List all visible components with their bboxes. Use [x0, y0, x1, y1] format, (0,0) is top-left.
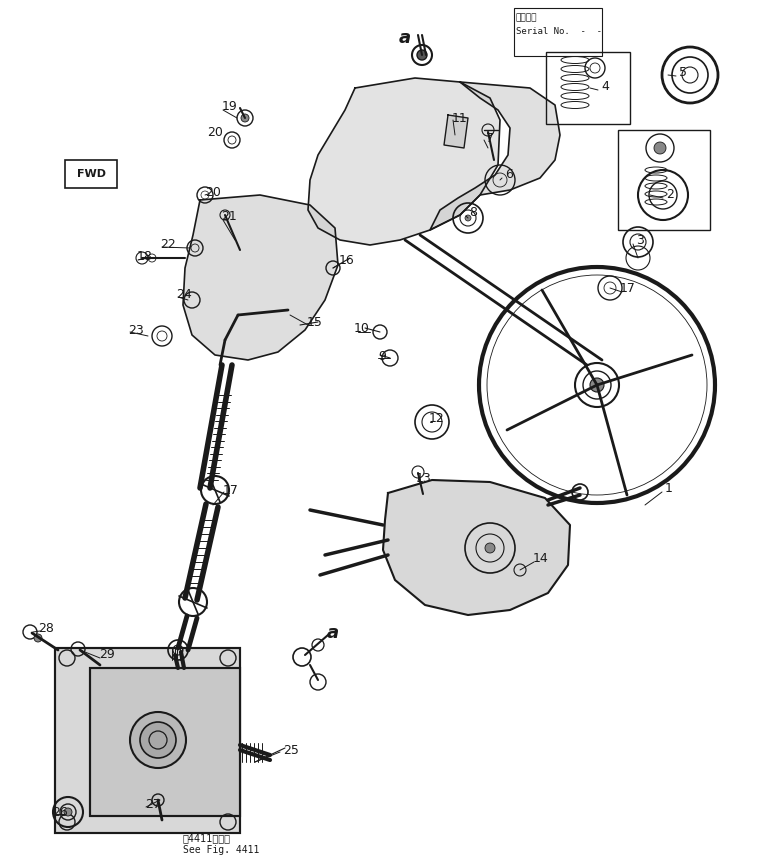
- Text: a: a: [327, 624, 339, 642]
- Text: 9: 9: [378, 350, 386, 362]
- Polygon shape: [383, 480, 570, 615]
- Text: 17: 17: [223, 484, 239, 497]
- Text: 11: 11: [452, 112, 468, 125]
- Text: 13: 13: [416, 472, 432, 484]
- Text: 20: 20: [207, 125, 223, 138]
- Circle shape: [34, 634, 42, 642]
- Bar: [90, 668, 240, 816]
- Text: 29: 29: [99, 649, 115, 661]
- Text: 20: 20: [205, 186, 221, 198]
- Text: See Fig. 4411: See Fig. 4411: [183, 845, 259, 855]
- Text: 8: 8: [469, 206, 477, 220]
- Text: 适用号段: 适用号段: [516, 14, 538, 22]
- Text: 17: 17: [620, 283, 636, 295]
- Circle shape: [64, 808, 72, 816]
- Polygon shape: [444, 115, 468, 148]
- Polygon shape: [183, 195, 338, 360]
- Text: 28: 28: [38, 622, 54, 635]
- Text: 21: 21: [221, 210, 237, 223]
- Text: 27: 27: [145, 799, 161, 812]
- Text: 12: 12: [429, 412, 445, 425]
- Text: 26: 26: [52, 807, 67, 819]
- Bar: [618, 130, 710, 230]
- Polygon shape: [308, 78, 500, 245]
- Text: 22: 22: [160, 239, 176, 252]
- Text: Serial No.  -  -: Serial No. - -: [516, 27, 602, 35]
- Circle shape: [417, 50, 427, 60]
- Circle shape: [241, 114, 249, 122]
- Bar: [65, 160, 117, 188]
- Bar: [546, 52, 630, 124]
- Text: 16: 16: [339, 254, 355, 267]
- Text: 3: 3: [636, 235, 644, 247]
- Circle shape: [465, 215, 471, 221]
- Text: 24: 24: [176, 289, 192, 302]
- Text: 2: 2: [666, 188, 674, 202]
- Polygon shape: [430, 82, 560, 230]
- Text: 23: 23: [128, 324, 144, 337]
- Bar: [90, 668, 240, 816]
- Circle shape: [654, 142, 666, 154]
- Bar: [55, 648, 240, 833]
- Circle shape: [485, 543, 495, 553]
- Text: 5: 5: [679, 65, 687, 78]
- Text: FWD: FWD: [77, 169, 106, 179]
- Text: a: a: [399, 29, 411, 47]
- Circle shape: [140, 722, 176, 758]
- Bar: [514, 8, 602, 56]
- Text: 15: 15: [307, 315, 323, 328]
- Text: 25: 25: [283, 744, 299, 757]
- Text: 19: 19: [222, 101, 238, 113]
- Text: 7: 7: [486, 131, 494, 144]
- Circle shape: [590, 378, 604, 392]
- Text: 10: 10: [354, 322, 370, 336]
- Text: 6: 6: [505, 168, 513, 181]
- Circle shape: [130, 712, 186, 768]
- Text: 第4411图参照: 第4411图参照: [183, 833, 231, 843]
- Text: 4: 4: [601, 81, 609, 94]
- Bar: [55, 648, 240, 833]
- Text: 1: 1: [665, 483, 673, 496]
- Text: 14: 14: [533, 552, 549, 565]
- Text: 18: 18: [137, 249, 153, 263]
